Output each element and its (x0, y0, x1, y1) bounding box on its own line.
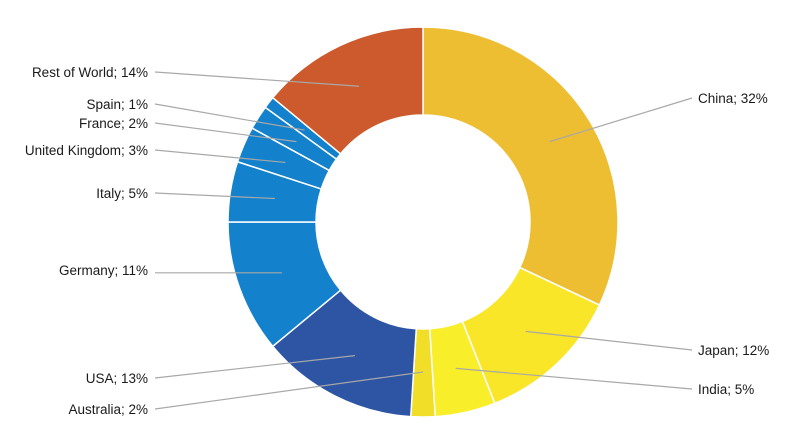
label-germany: Germany; 11% (59, 263, 148, 278)
leader-line-china (549, 97, 693, 143)
label-spain: Spain; 1% (86, 97, 148, 112)
slice-china (422, 26, 619, 307)
label-australia: Australia; 2% (68, 402, 148, 417)
leader-lines (154, 71, 693, 410)
label-china: China; 32% (698, 91, 768, 106)
label-united-kingdom: United Kingdom; 3% (25, 143, 148, 158)
leader-line-italy (154, 192, 275, 200)
leader-line-japan (525, 330, 693, 351)
leader-line-australia (154, 371, 424, 410)
donut-slices (227, 26, 619, 418)
leader-line-united-kingdom (154, 149, 286, 164)
leader-line-spain (154, 103, 305, 131)
label-france: France; 2% (79, 116, 148, 131)
label-japan: Japan; 12% (698, 343, 769, 358)
leader-line-india (455, 367, 693, 390)
label-india: India; 5% (698, 382, 754, 397)
slice-rest-of-world (271, 26, 424, 155)
leader-line-usa (154, 355, 355, 379)
leader-line-france (154, 122, 297, 143)
label-italy: Italy; 5% (96, 186, 148, 201)
leader-line-rest-of-world (154, 71, 360, 87)
label-rest-of-world: Rest of World; 14% (32, 65, 148, 80)
slice-labels: China; 32% Japan; 12% India; 5% Australia; … (25, 65, 769, 417)
label-usa: USA; 13% (86, 371, 148, 386)
